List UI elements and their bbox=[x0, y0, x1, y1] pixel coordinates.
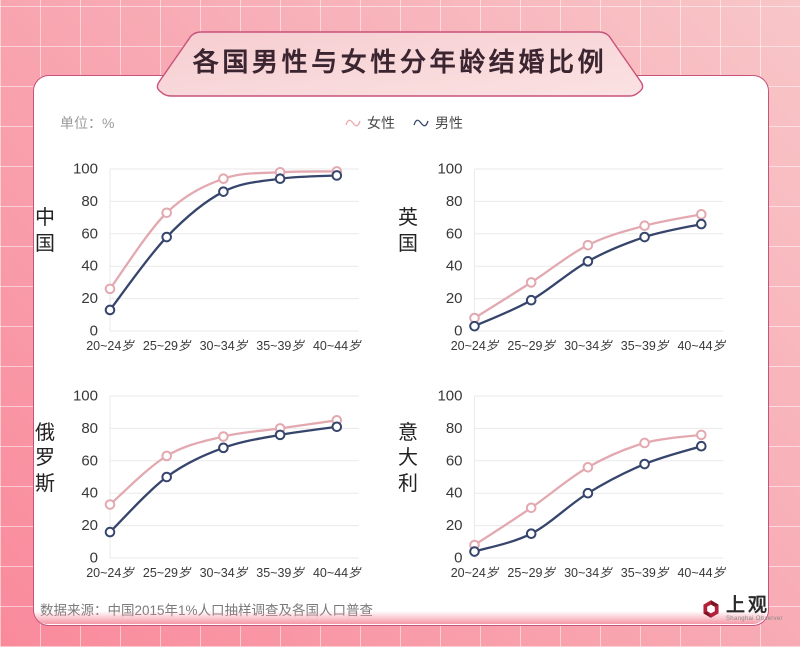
svg-text:80: 80 bbox=[446, 420, 463, 437]
svg-text:100: 100 bbox=[437, 388, 462, 405]
svg-text:25~29岁: 25~29岁 bbox=[507, 339, 556, 353]
svg-text:40: 40 bbox=[81, 258, 98, 275]
svg-text:20~24岁: 20~24岁 bbox=[86, 566, 135, 580]
svg-text:80: 80 bbox=[446, 193, 463, 210]
svg-text:20: 20 bbox=[446, 517, 463, 534]
svg-text:20~24岁: 20~24岁 bbox=[451, 566, 500, 580]
svg-text:60: 60 bbox=[446, 452, 463, 469]
svg-text:100: 100 bbox=[73, 161, 98, 178]
svg-text:40: 40 bbox=[81, 485, 98, 502]
svg-text:25~29岁: 25~29岁 bbox=[507, 566, 556, 580]
svg-text:40: 40 bbox=[446, 258, 463, 275]
svg-text:35~39岁: 35~39岁 bbox=[621, 339, 670, 353]
svg-text:60: 60 bbox=[446, 225, 463, 242]
svg-text:20: 20 bbox=[81, 517, 98, 534]
svg-text:40: 40 bbox=[446, 485, 463, 502]
svg-text:30~34岁: 30~34岁 bbox=[564, 566, 613, 580]
svg-text:20~24岁: 20~24岁 bbox=[86, 339, 135, 353]
svg-text:40~44岁: 40~44岁 bbox=[313, 339, 362, 353]
svg-text:35~39岁: 35~39岁 bbox=[256, 566, 305, 580]
svg-text:80: 80 bbox=[81, 420, 98, 437]
svg-text:20: 20 bbox=[446, 290, 463, 307]
svg-text:40~44岁: 40~44岁 bbox=[313, 566, 362, 580]
svg-text:35~39岁: 35~39岁 bbox=[256, 339, 305, 353]
svg-text:60: 60 bbox=[81, 452, 98, 469]
svg-text:100: 100 bbox=[437, 161, 462, 178]
svg-text:35~39岁: 35~39岁 bbox=[621, 566, 670, 580]
svg-text:0: 0 bbox=[90, 550, 98, 567]
svg-text:0: 0 bbox=[454, 323, 462, 340]
svg-text:20: 20 bbox=[81, 290, 98, 307]
svg-text:25~29岁: 25~29岁 bbox=[143, 566, 192, 580]
svg-text:100: 100 bbox=[73, 388, 98, 405]
svg-text:40~44岁: 40~44岁 bbox=[677, 566, 726, 580]
svg-text:25~29岁: 25~29岁 bbox=[143, 339, 192, 353]
svg-text:30~34岁: 30~34岁 bbox=[564, 339, 613, 353]
svg-text:20~24岁: 20~24岁 bbox=[451, 339, 500, 353]
svg-text:30~34岁: 30~34岁 bbox=[200, 566, 249, 580]
svg-text:60: 60 bbox=[81, 225, 98, 242]
svg-text:30~34岁: 30~34岁 bbox=[200, 339, 249, 353]
svg-text:0: 0 bbox=[90, 323, 98, 340]
svg-text:0: 0 bbox=[454, 550, 462, 567]
svg-text:40~44岁: 40~44岁 bbox=[677, 339, 726, 353]
svg-text:80: 80 bbox=[81, 193, 98, 210]
